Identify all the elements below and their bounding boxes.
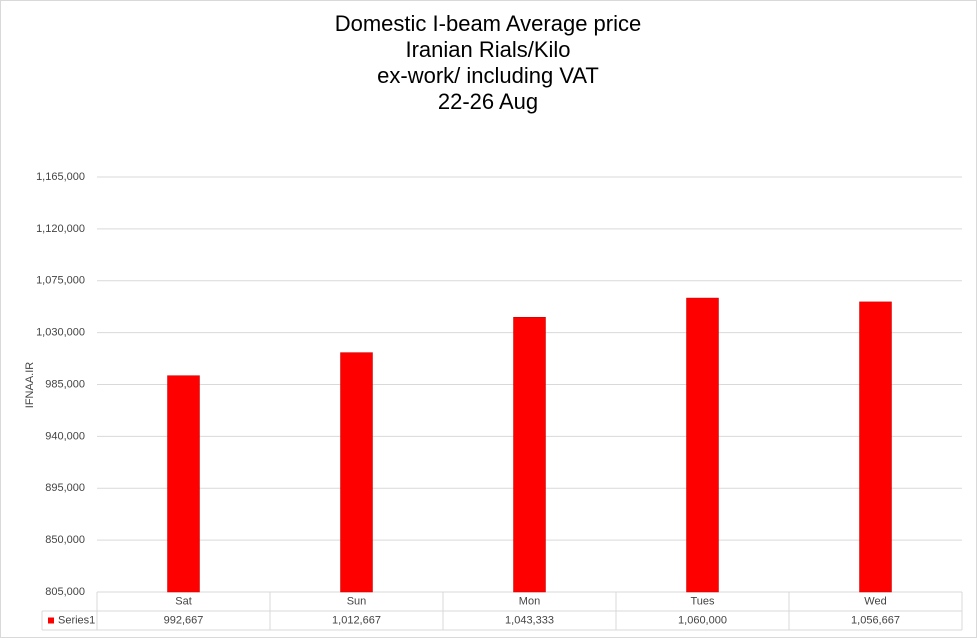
x-tick-label: Sun — [347, 595, 367, 607]
x-tick-label: Mon — [519, 595, 540, 607]
bar — [167, 375, 200, 593]
data-table-value: 1,060,000 — [678, 614, 727, 626]
bar — [686, 297, 719, 593]
legend-label: Series1 — [58, 614, 95, 626]
y-tick-label: 1,165,000 — [36, 171, 85, 183]
y-tick-label: 805,000 — [45, 586, 85, 598]
data-table-value: 1,043,333 — [505, 614, 554, 626]
y-axis-label: IFNAA.IR — [24, 362, 36, 409]
y-tick-label: 940,000 — [45, 430, 85, 442]
y-tick-label: 1,075,000 — [36, 275, 85, 287]
chart-title: Iranian Rials/Kilo — [405, 37, 570, 62]
y-tick-label: 985,000 — [45, 378, 85, 390]
chart-title: 22-26 Aug — [438, 89, 538, 114]
data-table-value: 1,012,667 — [332, 614, 381, 626]
data-table-value: 992,667 — [164, 614, 204, 626]
y-tick-label: 1,120,000 — [36, 223, 85, 235]
x-tick-label: Sat — [175, 595, 192, 607]
y-tick-label: 850,000 — [45, 534, 85, 546]
chart-title: ex-work/ including VAT — [377, 63, 599, 88]
legend-swatch — [48, 617, 54, 624]
y-tick-label: 1,030,000 — [36, 327, 85, 339]
bar — [859, 301, 892, 593]
data-table-value: 1,056,667 — [851, 614, 900, 626]
bar — [513, 317, 546, 593]
x-tick-label: Wed — [864, 595, 886, 607]
chart-title: Domestic I-beam Average price — [335, 11, 642, 36]
x-tick-label: Tues — [690, 595, 715, 607]
y-tick-label: 895,000 — [45, 482, 85, 494]
bar — [340, 352, 373, 593]
